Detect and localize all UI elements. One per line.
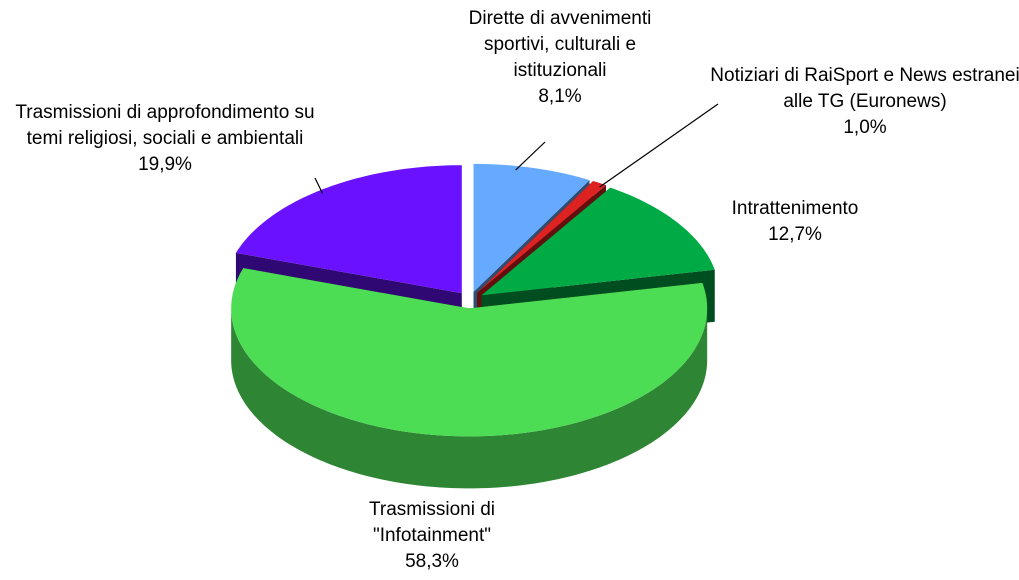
value-label: 8,1% bbox=[538, 86, 582, 107]
value-label: 19,9% bbox=[138, 154, 192, 175]
value-label: 12,7% bbox=[768, 224, 822, 245]
slice-label: Trasmissioni di approfondimento su temi … bbox=[15, 100, 315, 178]
slice-label: Dirette di avvenimenti sportivi, cultura… bbox=[440, 6, 680, 110]
slice-label: Intrattenimento 12,7% bbox=[695, 196, 895, 248]
slice bbox=[235, 165, 462, 294]
slice-label: Trasmissioni di "Infotainment" 58,3% bbox=[342, 497, 522, 575]
category-label: Trasmissioni di approfondimento su temi … bbox=[15, 102, 315, 149]
category-label: Intrattenimento bbox=[731, 198, 859, 219]
slice bbox=[231, 268, 708, 437]
value-label: 58,3% bbox=[405, 551, 459, 572]
leader-line bbox=[515, 141, 546, 171]
category-label: Dirette di avvenimenti sportivi, cultura… bbox=[468, 8, 652, 81]
slice bbox=[481, 187, 715, 296]
category-label: Notiziari di RaiSport e News estranei al… bbox=[710, 65, 1019, 112]
leader-line bbox=[599, 103, 719, 188]
value-label: 1,0% bbox=[843, 117, 887, 138]
leader-line bbox=[314, 177, 324, 194]
slice bbox=[477, 181, 606, 293]
category-label: Trasmissioni di "Infotainment" bbox=[369, 499, 495, 546]
slice-label: Notiziari di RaiSport e News estranei al… bbox=[710, 63, 1019, 141]
slice bbox=[473, 163, 590, 292]
slice-wall bbox=[231, 308, 708, 489]
